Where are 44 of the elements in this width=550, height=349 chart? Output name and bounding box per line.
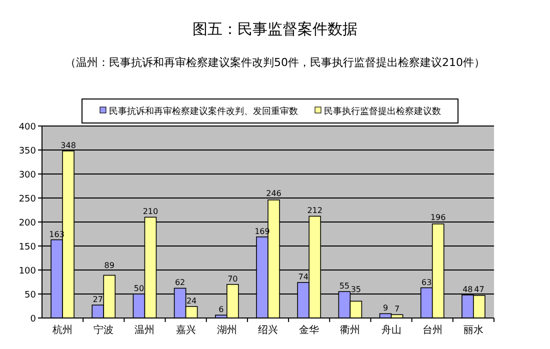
y-tick-label: 250 xyxy=(18,194,36,204)
y-tick-label: 150 xyxy=(18,242,36,252)
x-tick-label: 台州 xyxy=(422,324,442,336)
y-tick-label: 0 xyxy=(30,314,36,324)
data-label: 6 xyxy=(218,305,224,314)
data-label: 74 xyxy=(298,272,308,282)
data-label: 62 xyxy=(174,278,186,288)
data-label: 24 xyxy=(186,296,197,306)
data-label: 55 xyxy=(339,282,350,291)
data-label: 7 xyxy=(394,304,400,314)
data-label: 35 xyxy=(350,285,362,294)
data-label: 9 xyxy=(382,304,388,313)
x-tick-label: 绍兴 xyxy=(258,324,278,336)
y-tick-label: 50 xyxy=(24,290,36,300)
legend-label: 民事抗诉和再审检察建议案件改判、发回重审数 xyxy=(109,106,298,117)
data-label: 210 xyxy=(142,207,158,216)
data-label: 50 xyxy=(134,284,144,293)
data-label: 48 xyxy=(462,284,473,294)
x-tick-label: 宁波 xyxy=(94,324,114,336)
x-tick-label: 杭州 xyxy=(52,324,73,336)
x-tick-label: 金华 xyxy=(299,324,320,336)
chart-title: 图五：民事监督案件数据 xyxy=(192,20,358,38)
y-tick-label: 300 xyxy=(18,170,36,180)
x-tick-label: 丽水 xyxy=(463,324,484,336)
x-tick-label: 衢州 xyxy=(340,324,360,336)
x-tick-label: 温州 xyxy=(134,324,155,336)
y-tick-label: 400 xyxy=(18,122,36,132)
data-label: 47 xyxy=(474,285,484,294)
y-tick-label: 350 xyxy=(18,146,36,156)
x-tick-label: 舟山 xyxy=(381,324,402,336)
legend-label: 民事执行监督提出检察建议数 xyxy=(324,106,441,117)
data-label: 348 xyxy=(60,140,76,150)
data-label: 89 xyxy=(104,261,114,270)
y-tick-label: 100 xyxy=(18,266,36,276)
data-label: 212 xyxy=(307,206,322,216)
data-label: 27 xyxy=(92,295,103,304)
data-label: 63 xyxy=(422,278,432,287)
y-tick-label: 200 xyxy=(18,218,36,228)
data-label: 196 xyxy=(430,213,446,222)
x-tick-label: 嘉兴 xyxy=(176,324,196,336)
data-label: 70 xyxy=(228,274,238,284)
data-label: 246 xyxy=(266,189,282,198)
x-tick-label: 湖州 xyxy=(216,324,237,336)
chart-subtitle: （温州：民事抗诉和再审检察建议案件改判50件，民事执行监督提出检察建议210件） xyxy=(65,56,485,69)
